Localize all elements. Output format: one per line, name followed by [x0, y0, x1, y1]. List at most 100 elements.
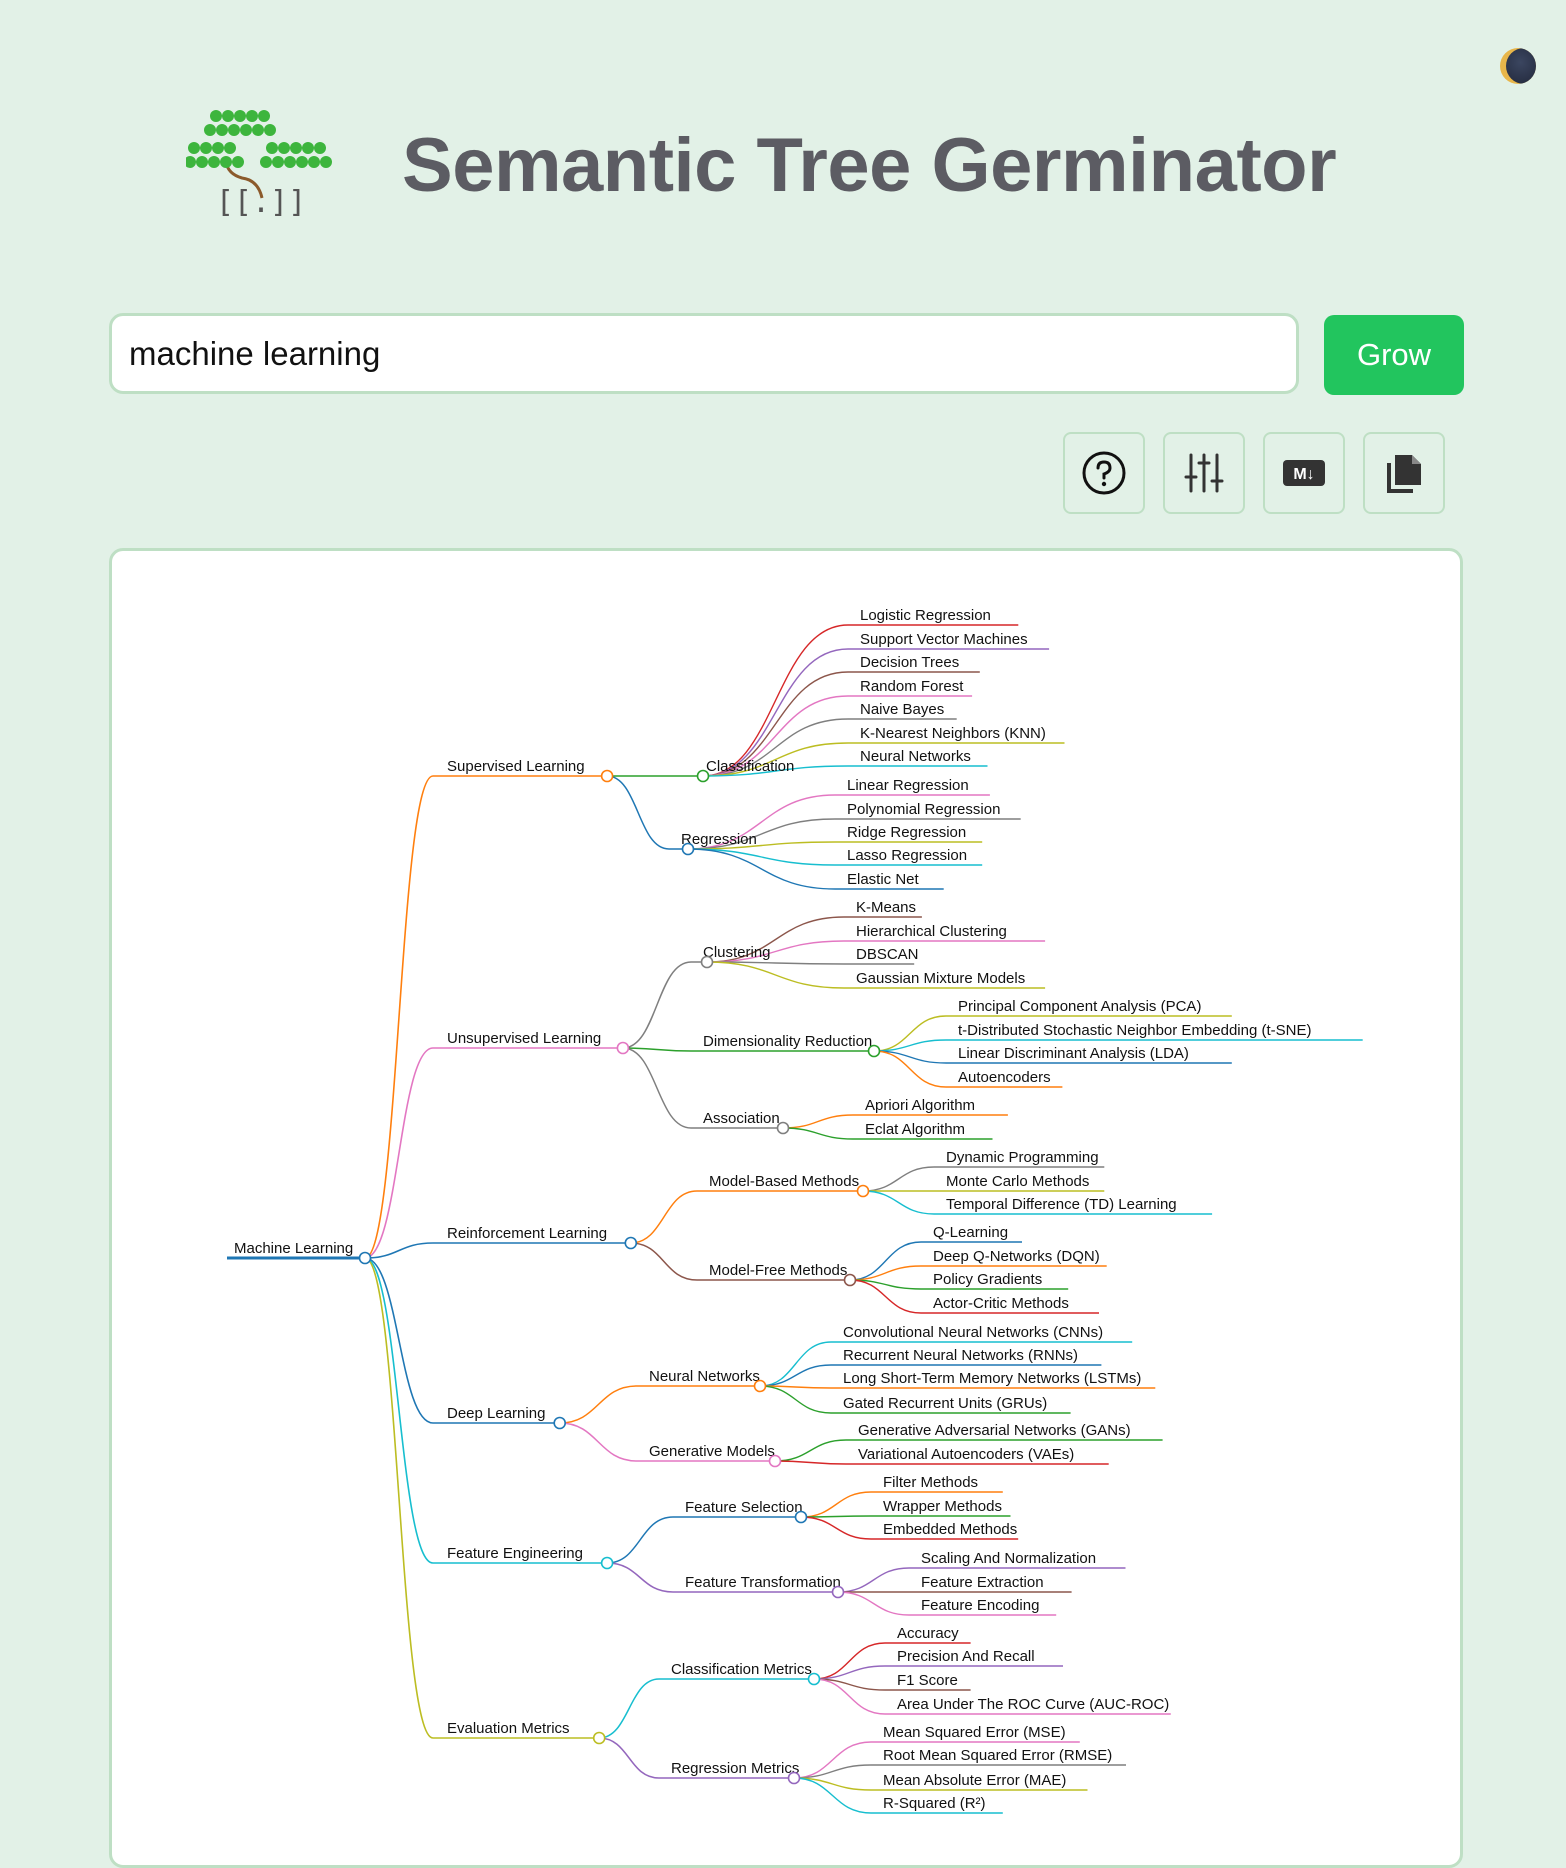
mindmap-leaf-label[interactable]: Apriori Algorithm — [865, 1097, 975, 1114]
theme-toggle-moon-icon[interactable] — [1500, 48, 1536, 84]
mindmap-category-label[interactable]: Model-Based Methods — [709, 1173, 859, 1190]
mindmap-leaf-label[interactable]: Deep Q-Networks (DQN) — [933, 1248, 1100, 1265]
mindmap-category-label[interactable]: Feature Transformation — [685, 1574, 841, 1591]
mindmap-category-label[interactable]: Association — [703, 1110, 780, 1127]
mindmap-category-label[interactable]: Classification Metrics — [671, 1661, 812, 1678]
mindmap-leaf-label[interactable]: Wrapper Methods — [883, 1498, 1002, 1515]
mindmap-category-label[interactable]: Model-Free Methods — [709, 1262, 847, 1279]
mindmap-leaf-label[interactable]: Mean Absolute Error (MAE) — [883, 1772, 1066, 1789]
mindmap-leaf-label[interactable]: K-Nearest Neighbors (KNN) — [860, 725, 1046, 742]
mindmap-category-node[interactable] — [843, 1273, 857, 1287]
mindmap-leaf-label[interactable]: Dynamic Programming — [946, 1149, 1099, 1166]
mindmap-leaf-label[interactable]: Monte Carlo Methods — [946, 1173, 1089, 1190]
mindmap-category-label[interactable]: Generative Models — [649, 1443, 775, 1460]
mindmap-leaf-label[interactable]: Scaling And Normalization — [921, 1550, 1096, 1567]
mindmap-leaf-label[interactable]: Root Mean Squared Error (RMSE) — [883, 1747, 1112, 1764]
mindmap-category-node[interactable] — [831, 1585, 845, 1599]
mindmap-category-node[interactable] — [856, 1184, 870, 1198]
mindmap-leaf-label[interactable]: Generative Adversarial Networks (GANs) — [858, 1422, 1131, 1439]
mindmap-leaf-label[interactable]: Temporal Difference (TD) Learning — [946, 1196, 1177, 1213]
mindmap-branch-label[interactable]: Supervised Learning — [447, 758, 585, 775]
mindmap-leaf-label[interactable]: Embedded Methods — [883, 1521, 1017, 1538]
mindmap-leaf-label[interactable]: Autoencoders — [958, 1069, 1051, 1086]
mindmap-leaf-label[interactable]: Area Under The ROC Curve (AUC-ROC) — [897, 1696, 1169, 1713]
mindmap-leaf-label[interactable]: Ridge Regression — [847, 824, 966, 841]
mindmap-branch-node[interactable] — [553, 1416, 567, 1430]
mindmap-leaf-label[interactable]: Eclat Algorithm — [865, 1121, 965, 1138]
mindmap-leaf-label[interactable]: Logistic Regression — [860, 607, 991, 624]
mindmap-branch-node[interactable] — [600, 1556, 614, 1570]
mindmap-leaf-label[interactable]: Neural Networks — [860, 748, 971, 765]
mindmap-branch-label[interactable]: Reinforcement Learning — [447, 1225, 607, 1242]
mindmap-leaf-label[interactable]: Principal Component Analysis (PCA) — [958, 998, 1201, 1015]
markdown-download-button[interactable]: M↓ — [1263, 432, 1345, 514]
mindmap-category-node[interactable] — [794, 1510, 808, 1524]
mindmap-category-node[interactable] — [787, 1771, 801, 1785]
mindmap-branch-label[interactable]: Unsupervised Learning — [447, 1030, 601, 1047]
mindmap-leaf-label[interactable]: Q-Learning — [933, 1224, 1008, 1241]
mindmap-leaf-label[interactable]: Random Forest — [860, 678, 964, 695]
mindmap-category-node[interactable] — [700, 955, 714, 969]
mindmap-root-label[interactable]: Machine Learning — [234, 1240, 353, 1257]
mindmap-leaf-label[interactable]: Mean Squared Error (MSE) — [883, 1724, 1066, 1741]
mindmap-leaf-label[interactable]: Feature Extraction — [921, 1574, 1044, 1591]
mindmap-leaf-label[interactable]: Gated Recurrent Units (GRUs) — [843, 1395, 1047, 1412]
mindmap-category-label[interactable]: Dimensionality Reduction — [703, 1033, 872, 1050]
mindmap-links — [227, 624, 1363, 1814]
mindmap-branch-label[interactable]: Evaluation Metrics — [447, 1720, 570, 1737]
mindmap-category-node[interactable] — [867, 1044, 881, 1058]
mindmap-category-label[interactable]: Classification — [706, 758, 794, 775]
mindmap-leaf-label[interactable]: Policy Gradients — [933, 1271, 1042, 1288]
mindmap-leaf-label[interactable]: Actor-Critic Methods — [933, 1295, 1069, 1312]
mindmap-leaf-label[interactable]: Hierarchical Clustering — [856, 923, 1007, 940]
mindmap-branch-label[interactable]: Feature Engineering — [447, 1545, 583, 1562]
mindmap-leaf-label[interactable]: Long Short-Term Memory Networks (LSTMs) — [843, 1370, 1141, 1387]
mindmap-leaf-label[interactable]: Convolutional Neural Networks (CNNs) — [843, 1324, 1103, 1341]
mindmap-root-node[interactable] — [358, 1251, 372, 1265]
mindmap-leaf-label[interactable]: K-Means — [856, 899, 916, 916]
svg-text:[[.]]: [[.]] — [216, 185, 306, 218]
mindmap-leaf-label[interactable]: Recurrent Neural Networks (RNNs) — [843, 1347, 1078, 1364]
mindmap-leaf-label[interactable]: Linear Discriminant Analysis (LDA) — [958, 1045, 1189, 1062]
mindmap-leaf-label[interactable]: Decision Trees — [860, 654, 959, 671]
mindmap-category-label[interactable]: Regression Metrics — [671, 1760, 799, 1777]
mindmap-category-node[interactable] — [807, 1672, 821, 1686]
mindmap-leaf-label[interactable]: Naive Bayes — [860, 701, 944, 718]
mindmap-leaf-label[interactable]: Accuracy — [897, 1625, 959, 1642]
copy-button[interactable] — [1363, 432, 1445, 514]
mindmap-category-node[interactable] — [768, 1454, 782, 1468]
mindmap-branch-label[interactable]: Deep Learning — [447, 1405, 545, 1422]
mindmap-leaf-label[interactable]: Support Vector Machines — [860, 631, 1028, 648]
settings-button[interactable] — [1163, 432, 1245, 514]
mindmap-category-label[interactable]: Regression — [681, 831, 757, 848]
mindmap-leaf-label[interactable]: F1 Score — [897, 1672, 958, 1689]
mindmap-category-node[interactable] — [681, 842, 695, 856]
search-input[interactable] — [109, 313, 1299, 394]
mindmap-leaf-label[interactable]: Polynomial Regression — [847, 801, 1000, 818]
mindmap-leaf-label[interactable]: Gaussian Mixture Models — [856, 970, 1025, 987]
mindmap-leaf-label[interactable]: R-Squared (R²) — [883, 1795, 986, 1812]
mindmap-leaf-label[interactable]: Elastic Net — [847, 871, 920, 888]
mindmap-leaf-label[interactable]: Variational Autoencoders (VAEs) — [858, 1446, 1074, 1463]
mindmap-category-label[interactable]: Clustering — [703, 944, 771, 961]
mindmap-leaf-label[interactable]: Linear Regression — [847, 777, 969, 794]
help-button[interactable] — [1063, 432, 1145, 514]
mindmap-branch-node[interactable] — [600, 769, 614, 783]
mindmap-leaf-label[interactable]: Lasso Regression — [847, 847, 967, 864]
mindmap-category-node[interactable] — [696, 769, 710, 783]
mindmap-leaf-label[interactable]: Precision And Recall — [897, 1648, 1035, 1665]
mindmap-branch-node[interactable] — [616, 1041, 630, 1055]
mindmap-branch-node[interactable] — [592, 1731, 606, 1745]
mindmap-category-label[interactable]: Neural Networks — [649, 1368, 760, 1385]
help-icon — [1082, 451, 1126, 495]
mindmap-category-node[interactable] — [776, 1121, 790, 1135]
mindmap-branch-node[interactable] — [624, 1236, 638, 1250]
mindmap-leaf-label[interactable]: DBSCAN — [856, 946, 919, 963]
grow-button[interactable]: Grow — [1324, 315, 1464, 395]
mindmap-leaf-label[interactable]: Feature Encoding — [921, 1597, 1039, 1614]
mindmap-labels: Machine Learning Supervised Learning Class… — [234, 607, 1311, 1812]
mindmap-leaf-label[interactable]: Filter Methods — [883, 1474, 978, 1491]
mindmap-leaf-label[interactable]: t-Distributed Stochastic Neighbor Embedd… — [958, 1022, 1311, 1039]
mindmap-category-node[interactable] — [753, 1379, 767, 1393]
mindmap-category-label[interactable]: Feature Selection — [685, 1499, 803, 1516]
